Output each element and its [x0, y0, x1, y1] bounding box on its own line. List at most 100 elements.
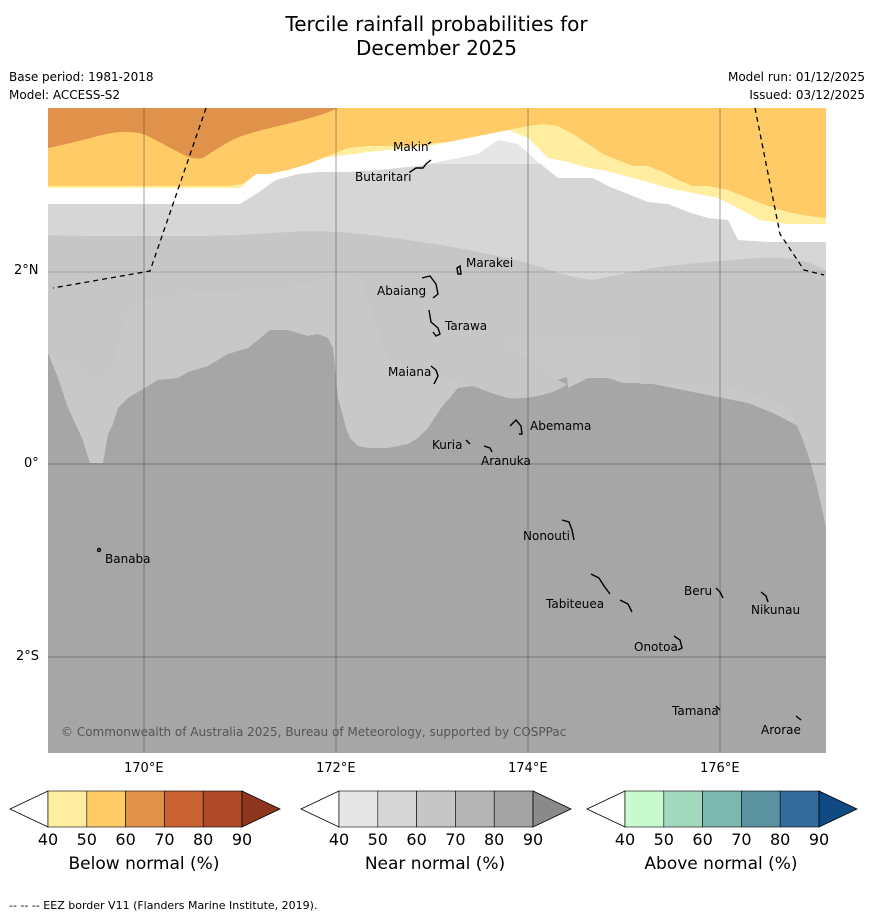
- colorbar-low-extend: [9, 790, 49, 828]
- island-aranuka: [483, 445, 493, 453]
- island-makin: [427, 141, 432, 145]
- label-banaba: Banaba: [105, 552, 151, 566]
- label-butaritari: Butaritari: [355, 170, 412, 184]
- island-nikunau: [760, 591, 769, 603]
- island-kuria: [465, 439, 471, 445]
- forecast-map: Makin Butaritari Marakei Abaiang Tarawa …: [48, 108, 826, 753]
- colorbar-tick: 80: [770, 830, 791, 849]
- lon-label-170: 170°E: [124, 761, 164, 776]
- meta-right: Model run: 01/12/2025 Issued: 03/12/2025: [728, 68, 865, 104]
- colorbar-1: [9, 790, 281, 828]
- title-line-2: December 2025: [356, 36, 517, 60]
- colorbar-tick: 60: [692, 830, 713, 849]
- model-run: Model run: 01/12/2025: [727, 70, 865, 84]
- issued-date: Issued: 03/12/2025: [749, 88, 865, 102]
- base-period: Base period: 1981-2018: [9, 70, 154, 84]
- island-beru: [715, 587, 724, 599]
- eez-border-west: [52, 108, 207, 289]
- islands: [96, 141, 802, 721]
- label-arorae: Arorae: [761, 723, 801, 737]
- colorbar-tick: 90: [231, 830, 253, 849]
- colorbar-tick: 40: [614, 830, 636, 849]
- below-60-region: [48, 108, 338, 159]
- colorbar-tick: 70: [731, 830, 752, 849]
- colorbar-tick: 50: [653, 830, 674, 849]
- title-line-1: Tercile rainfall probabilities for: [285, 12, 588, 36]
- label-beru: Beru: [684, 584, 712, 598]
- island-tabiteuea-north: [590, 573, 611, 595]
- colorbar-label: Near normal (%): [364, 854, 506, 874]
- label-onotoa: Onotoa: [634, 640, 678, 654]
- colorbar-segment: [416, 790, 456, 828]
- colorbar-segment: [338, 790, 379, 828]
- meta-left: Base period: 1981-2018 Model: ACCESS-S2: [9, 68, 154, 104]
- colorbar-segment: [47, 790, 88, 828]
- label-abaiang: Abaiang: [377, 284, 426, 298]
- island-abemama: [509, 418, 523, 435]
- island-nonouti: [561, 519, 575, 541]
- label-aranuka: Aranuka: [481, 454, 531, 468]
- colorbar-high-extend: [818, 790, 858, 828]
- colorbar-segment: [202, 790, 243, 828]
- colorbar-segment: [741, 790, 781, 828]
- colorbar-tick: 90: [808, 830, 830, 849]
- island-banaba: [96, 547, 102, 553]
- colorbar-high-extend: [241, 790, 281, 828]
- colorbar-segment: [779, 790, 820, 828]
- colorbar-segment: [164, 790, 204, 828]
- colorbar-tick: 70: [445, 830, 466, 849]
- colorbar-tick: 40: [37, 830, 59, 849]
- colorbar-segment: [493, 790, 534, 828]
- map-title: Tercile rainfall probabilities for Decem…: [0, 12, 873, 60]
- lon-label-174: 174°E: [508, 761, 548, 776]
- colorbar-segment: [455, 790, 495, 828]
- label-marakei: Marakei: [466, 256, 513, 270]
- colorbar-tick: 90: [522, 830, 544, 849]
- copyright-text: © Commonwealth of Australia 2025, Bureau…: [61, 725, 566, 739]
- colorbar-segment: [624, 790, 665, 828]
- footer-eez-note: -- -- -- EEZ border V11 (Flanders Marine…: [9, 899, 318, 912]
- island-arorae: [795, 715, 802, 721]
- label-tarawa: Tarawa: [444, 319, 487, 333]
- label-maiana: Maiana: [388, 365, 431, 379]
- colorbar-tick: 50: [367, 830, 388, 849]
- colorbar-low-extend: [300, 790, 340, 828]
- lat-label-2s: 2°S: [16, 649, 40, 664]
- colorbar-high-extend: [532, 790, 572, 828]
- lon-label-176: 176°E: [700, 761, 740, 776]
- island-tamana: [715, 705, 721, 711]
- model-name: Model: ACCESS-S2: [9, 88, 121, 102]
- island-abaiang: [421, 275, 439, 299]
- label-abemama: Abemama: [530, 419, 591, 433]
- label-tabiteuea: Tabiteuea: [545, 597, 604, 611]
- island-butaritari: [409, 159, 432, 173]
- grid-lines: [48, 108, 826, 753]
- label-nonouti: Nonouti: [523, 529, 570, 543]
- colorbar-tick: 80: [193, 830, 214, 849]
- colorbar-label: Above normal (%): [644, 854, 798, 874]
- label-nikunau: Nikunau: [751, 603, 800, 617]
- label-tamana: Tamana: [671, 704, 719, 718]
- colorbar-tick: 60: [406, 830, 427, 849]
- eez-border-east: [754, 108, 825, 276]
- colorbar-label: Below normal (%): [68, 854, 220, 874]
- island-marakei: [456, 264, 462, 275]
- lat-label-0: 0°: [24, 456, 39, 471]
- colorbar-tick: 40: [328, 830, 350, 849]
- colorbar-tick: 80: [484, 830, 505, 849]
- colorbar-2: [300, 790, 572, 828]
- colorbar-low-extend: [586, 790, 626, 828]
- colorbar-tick: 50: [76, 830, 97, 849]
- colorbar-segment: [125, 790, 165, 828]
- colorbar-segment: [663, 790, 703, 828]
- label-kuria: Kuria: [432, 438, 463, 452]
- island-onotoa: [673, 635, 683, 651]
- island-maiana: [430, 365, 439, 385]
- colorbar-3: [586, 790, 858, 828]
- colorbar-segment: [377, 790, 417, 828]
- lon-label-172: 172°E: [316, 761, 356, 776]
- colorbar-segment: [702, 790, 742, 828]
- island-tarawa: [428, 309, 441, 337]
- lat-label-2n: 2°N: [14, 263, 39, 278]
- colorbar-tick: 70: [154, 830, 175, 849]
